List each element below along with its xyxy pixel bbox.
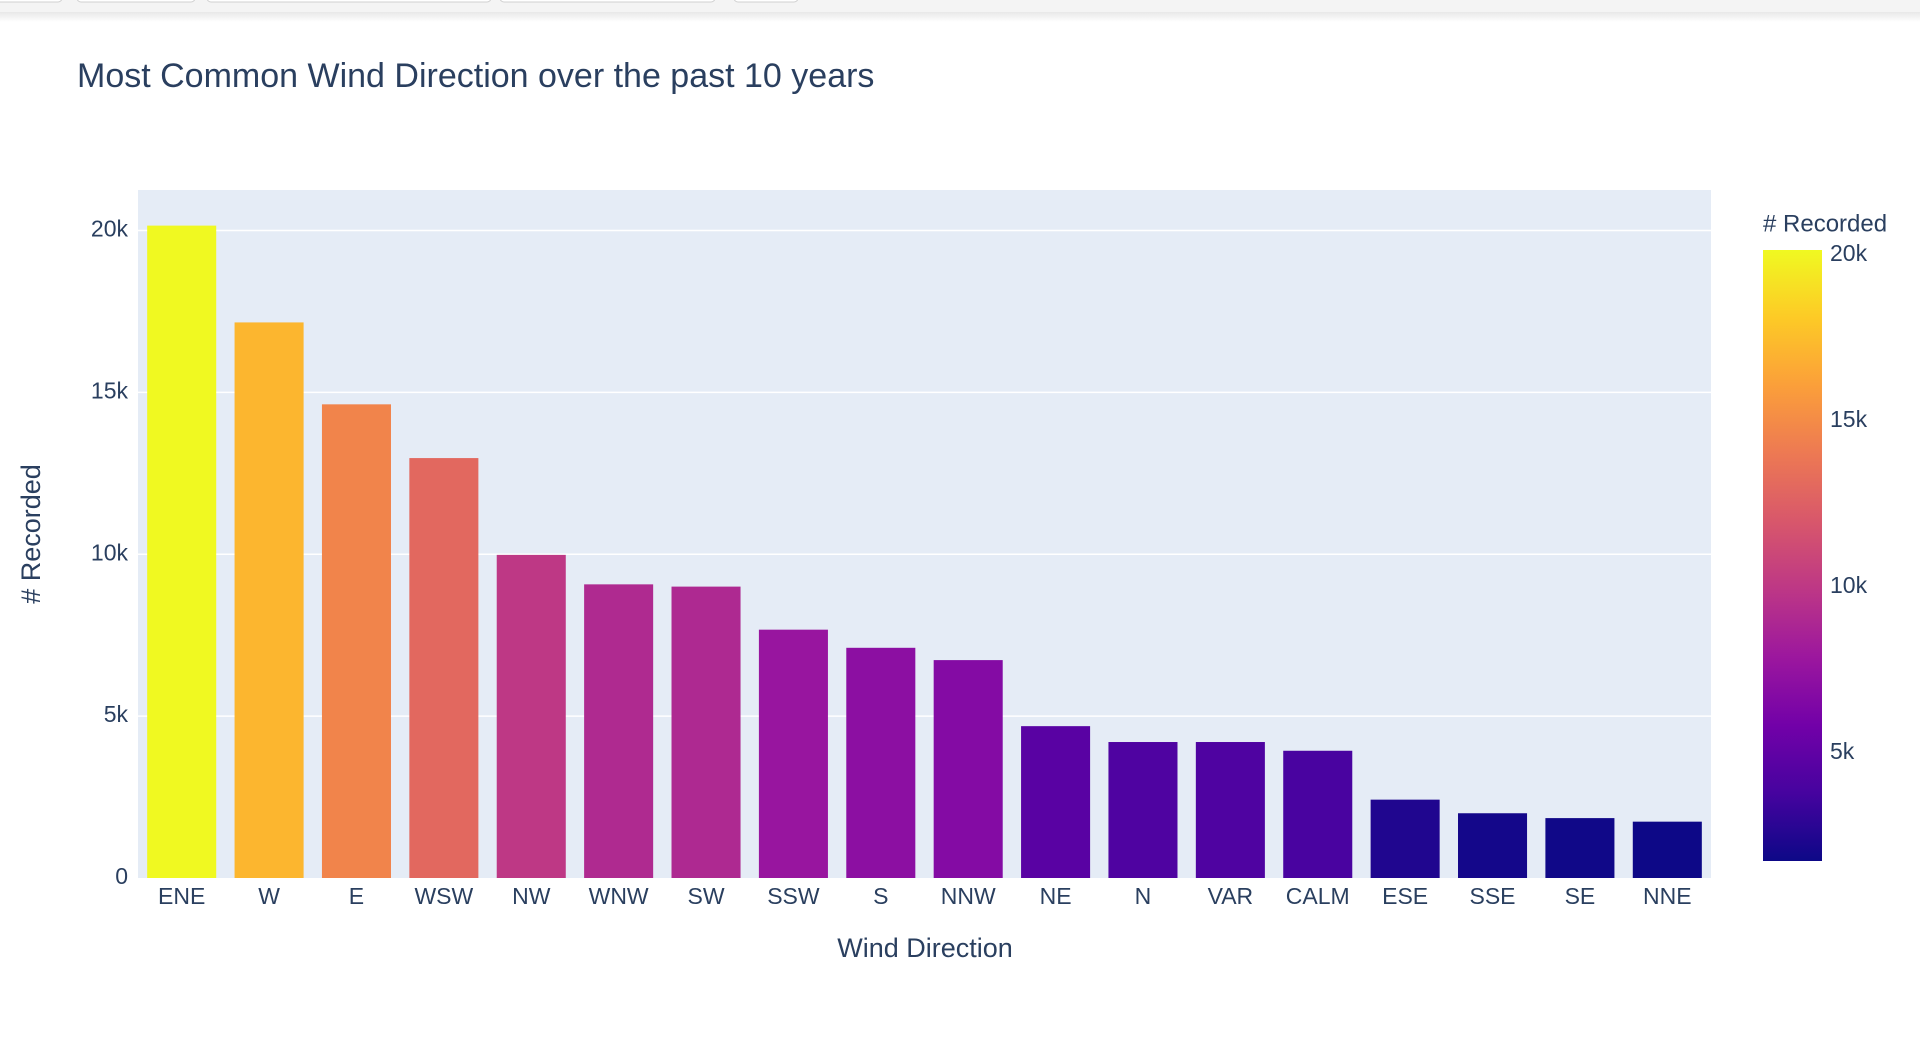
x-tick-label: WSW (414, 883, 473, 909)
bar (409, 458, 479, 878)
bar (1370, 799, 1440, 878)
y-tick-label: 5k (104, 701, 129, 727)
x-tick-label: SW (687, 883, 724, 909)
x-tick-label: NE (1040, 883, 1072, 909)
bar (496, 554, 566, 878)
y-tick-label: 20k (91, 216, 129, 242)
bar (234, 322, 304, 878)
x-tick-label: WNW (589, 883, 649, 909)
x-tick-label: E (349, 883, 364, 909)
toolbar-button[interactable] (733, 0, 799, 3)
plot-area (138, 190, 1711, 878)
x-tick-label: ESE (1382, 883, 1428, 909)
bar (1545, 818, 1615, 878)
chart-title: Most Common Wind Direction over the past… (77, 57, 874, 95)
bar (933, 660, 1003, 878)
colorbar-tick-label: 20k (1830, 240, 1868, 266)
x-tick-label: SSE (1470, 883, 1516, 909)
x-tick-label: S (873, 883, 888, 909)
toolbar-button[interactable] (0, 0, 63, 3)
toolbar-button[interactable] (499, 0, 716, 3)
toolbar-button[interactable] (76, 0, 196, 3)
bar (1458, 813, 1528, 878)
colorbar (1763, 250, 1822, 861)
y-tick-label: 0 (115, 863, 128, 889)
bar (1195, 742, 1265, 878)
bar (147, 225, 217, 878)
y-tick-label: 10k (91, 539, 129, 565)
bar (1632, 821, 1702, 878)
bar (1021, 726, 1091, 878)
bar (846, 647, 916, 878)
toolbar (0, 0, 1920, 12)
colorbar-tick-label: 10k (1830, 572, 1868, 598)
x-tick-label: W (258, 883, 280, 909)
x-tick-label: NNW (941, 883, 996, 909)
x-tick-label: CALM (1286, 883, 1350, 909)
x-tick-label: NW (512, 883, 551, 909)
bar (584, 584, 654, 878)
colorbar-title: # Recorded (1763, 210, 1887, 237)
bar (1108, 742, 1178, 878)
toolbar-button[interactable] (206, 0, 492, 3)
x-tick-label: SE (1565, 883, 1596, 909)
x-tick-label: NNE (1643, 883, 1692, 909)
x-tick-label: VAR (1208, 883, 1254, 909)
x-tick-label: SSW (767, 883, 820, 909)
colorbar-tick-label: 15k (1830, 406, 1868, 432)
x-tick-label: N (1135, 883, 1152, 909)
bar (321, 404, 391, 878)
x-tick-label: ENE (158, 883, 205, 909)
bar (758, 629, 828, 878)
x-axis-title: Wind Direction (837, 933, 1013, 963)
bar (1283, 750, 1353, 878)
colorbar-tick-label: 5k (1830, 738, 1855, 764)
toolbar-shadow (0, 12, 1920, 22)
y-tick-label: 15k (91, 377, 129, 403)
y-axis-title: # Recorded (16, 464, 46, 604)
bar (671, 586, 741, 878)
